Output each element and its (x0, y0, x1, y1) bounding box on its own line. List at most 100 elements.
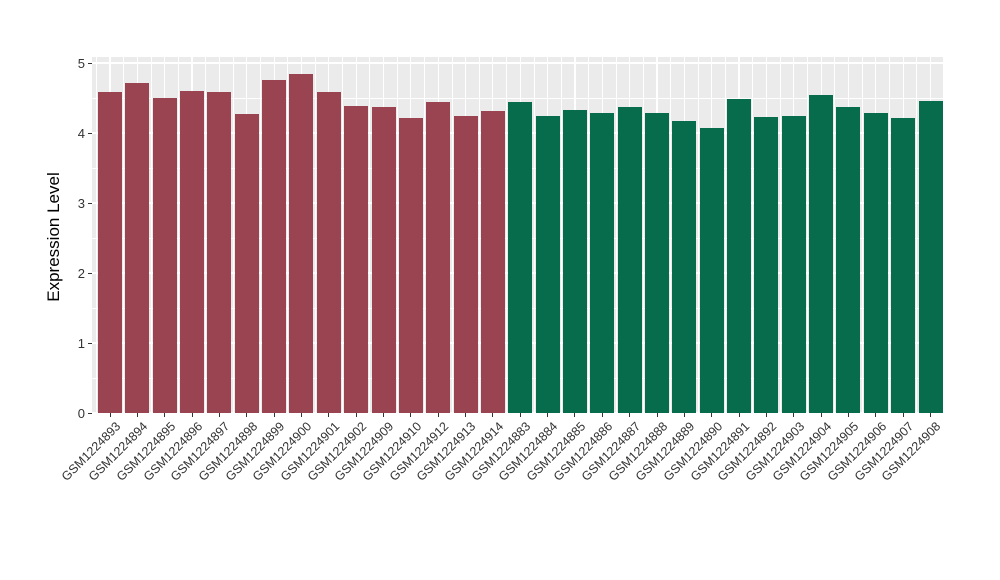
bar-GSM1224895 (152, 98, 177, 413)
x-tick-mark (765, 413, 767, 417)
x-tick-label: GSM1224901 (277, 419, 343, 484)
y-tick-label: 4 (77, 125, 85, 141)
x-tick-label: GSM1224903 (742, 419, 807, 484)
bar-GSM1224904 (809, 95, 834, 413)
x-tick-mark (383, 413, 384, 417)
bar-GSM1224891 (727, 98, 752, 413)
x-tick-label: GSM1224900 (250, 419, 315, 484)
bar-GSM1224909 (371, 107, 396, 413)
minor-gridline-v (123, 57, 125, 413)
bar-GSM1224910 (398, 117, 423, 413)
minor-gridline-v (642, 57, 644, 413)
bar-GSM1224885 (562, 109, 587, 413)
minor-gridline-v (834, 57, 836, 413)
minor-gridline-v (232, 57, 234, 413)
x-tick-mark (273, 413, 275, 417)
minor-gridline-v (615, 57, 617, 413)
minor-gridline-v (725, 57, 726, 413)
x-tick-label: GSM1224909 (332, 419, 397, 484)
x-tick-label: GSM1224910 (359, 419, 425, 484)
x-tick-label: GSM1224894 (86, 419, 151, 484)
minor-gridline-v (752, 57, 754, 413)
x-tick-mark (820, 413, 822, 417)
x-tick-mark (629, 413, 631, 417)
bar-GSM1224912 (426, 102, 451, 413)
major-gridline-h (92, 62, 943, 64)
x-tick-label: GSM1224883 (468, 419, 534, 484)
minor-gridline-v (150, 57, 152, 413)
x-tick-label: GSM1224897 (168, 419, 233, 484)
bar-GSM1224897 (207, 91, 232, 413)
x-tick-label: GSM1224912 (386, 419, 452, 484)
x-tick-mark (465, 413, 467, 417)
minor-gridline-v (260, 57, 261, 413)
x-tick-mark (218, 413, 220, 417)
bar-GSM1224903 (781, 116, 806, 413)
x-tick-label: GSM1224902 (304, 419, 370, 484)
x-tick-mark (519, 413, 521, 417)
x-tick-label: GSM1224913 (414, 419, 479, 484)
bar-GSM1224907 (891, 117, 916, 413)
bar-GSM1224902 (344, 105, 369, 413)
x-tick-label: GSM1224899 (222, 419, 288, 484)
x-tick-mark (601, 413, 603, 417)
minor-gridline-v (451, 57, 453, 413)
x-tick-label: GSM1224888 (605, 419, 671, 484)
minor-gridline-v (560, 57, 562, 413)
bar-GSM1224887 (617, 107, 642, 413)
minor-gridline-v (807, 57, 808, 413)
x-tick-label: GSM1224908 (879, 419, 944, 484)
minor-gridline-v (178, 57, 179, 413)
bar-GSM1224883 (508, 101, 533, 413)
x-tick-label: GSM1224885 (523, 419, 589, 484)
bar-GSM1224888 (645, 112, 669, 413)
x-tick-mark (738, 413, 740, 417)
bar-GSM1224899 (262, 79, 287, 413)
bar-GSM1224914 (480, 110, 505, 413)
bar-GSM1224906 (863, 113, 888, 413)
x-tick-label: GSM1224896 (140, 419, 206, 484)
minor-gridline-v (396, 57, 398, 413)
x-tick-mark (136, 413, 138, 417)
x-tick-label: GSM1224898 (195, 419, 260, 484)
x-tick-mark (574, 413, 576, 417)
x-tick-label: GSM1224892 (715, 419, 780, 484)
y-tick-label: 0 (77, 405, 85, 421)
minor-gridline-v (369, 57, 371, 413)
minor-gridline-v (287, 57, 289, 413)
bar-GSM1224890 (699, 128, 724, 413)
y-tick-label: 2 (77, 265, 85, 281)
minor-gridline-v (533, 57, 535, 413)
x-tick-mark (109, 413, 111, 417)
x-tick-mark (902, 413, 904, 417)
bar-GSM1224892 (754, 116, 779, 413)
x-tick-label: GSM1224914 (441, 419, 507, 484)
bar-GSM1224896 (180, 91, 205, 413)
x-tick-mark (410, 413, 412, 417)
x-tick-mark (711, 413, 713, 417)
x-tick-label: GSM1224891 (687, 419, 753, 484)
x-tick-label: GSM1224905 (797, 419, 862, 484)
x-tick-mark (656, 413, 658, 417)
x-tick-label: GSM1224887 (578, 419, 643, 484)
minor-gridline-v (588, 57, 590, 413)
bar-GSM1224894 (125, 82, 150, 413)
x-tick-mark (246, 413, 248, 417)
x-tick-label: GSM1224907 (851, 419, 917, 484)
minor-gridline-v (478, 57, 480, 413)
minor-gridline-v (916, 57, 918, 413)
y-axis-title: Expression Level (44, 172, 63, 302)
x-tick-mark (492, 413, 494, 417)
x-tick-mark (547, 413, 549, 417)
x-tick-label: GSM1224889 (633, 419, 698, 484)
x-tick-mark (300, 413, 302, 417)
plot-panel (92, 57, 945, 414)
x-tick-label: GSM1224906 (824, 419, 890, 484)
x-tick-mark (328, 413, 330, 417)
y-tick-label: 1 (77, 335, 85, 351)
x-tick-label: GSM1224890 (660, 419, 725, 484)
minor-gridline-v (943, 57, 945, 413)
minor-gridline-v (95, 57, 97, 413)
bar-GSM1224900 (289, 74, 314, 413)
